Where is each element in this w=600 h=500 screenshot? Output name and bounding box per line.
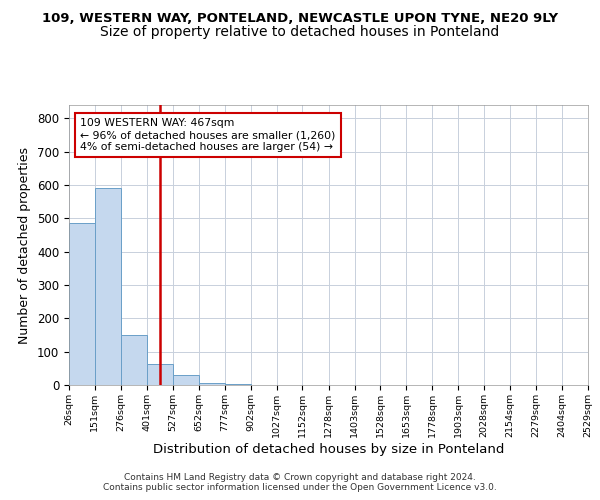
Bar [199, 384, 225, 385]
Y-axis label: Number of detached properties: Number of detached properties [19, 146, 31, 344]
Text: 109, WESTERN WAY, PONTELAND, NEWCASTLE UPON TYNE, NE20 9LY: 109, WESTERN WAY, PONTELAND, NEWCASTLE U… [42, 12, 558, 26]
Bar [69, 224, 95, 385]
Text: 109 WESTERN WAY: 467sqm
← 96% of detached houses are smaller (1,260)
4% of semi-: 109 WESTERN WAY: 467sqm ← 96% of detache… [80, 118, 335, 152]
Bar [147, 364, 173, 385]
Text: Contains HM Land Registry data © Crown copyright and database right 2024.
Contai: Contains HM Land Registry data © Crown c… [103, 473, 497, 492]
Bar [225, 384, 251, 385]
Bar [95, 188, 121, 385]
Text: Size of property relative to detached houses in Ponteland: Size of property relative to detached ho… [100, 25, 500, 39]
Bar [121, 335, 147, 385]
Bar [173, 375, 199, 385]
X-axis label: Distribution of detached houses by size in Ponteland: Distribution of detached houses by size … [153, 442, 504, 456]
